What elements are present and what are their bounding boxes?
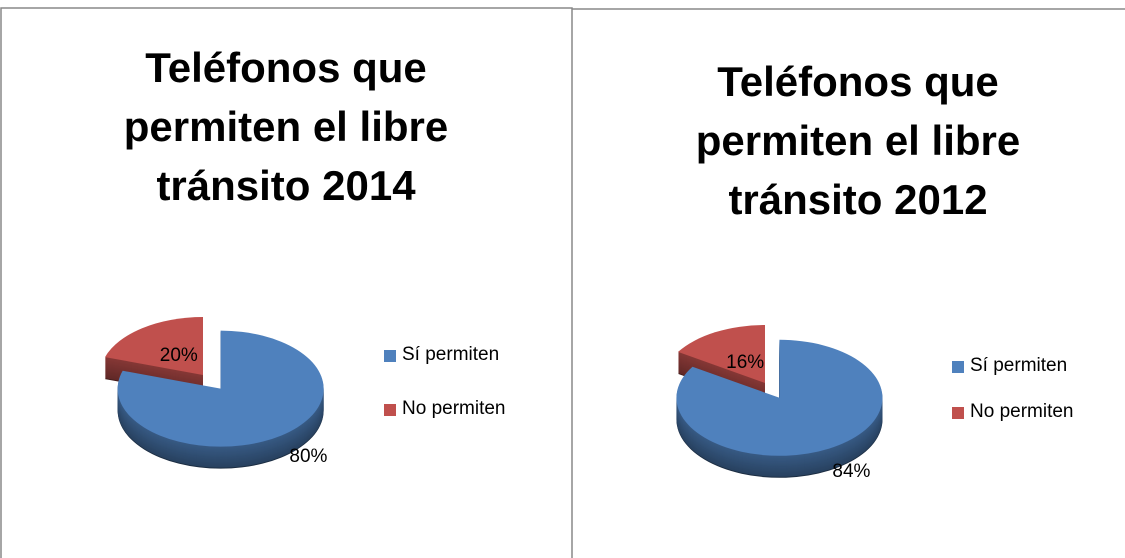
- legend-swatch: [952, 361, 964, 373]
- legend-swatch: [952, 407, 964, 419]
- chart-title: Teléfonos que permiten el libre tránsito…: [123, 44, 449, 209]
- data-label: 84%: [832, 460, 871, 482]
- slice: [678, 325, 765, 383]
- chart-title: Teléfonos que permiten el libre tránsito…: [695, 58, 1021, 223]
- slice: [676, 339, 883, 456]
- data-label: 16%: [726, 351, 765, 373]
- pie: [105, 317, 324, 469]
- panel-border: [0, 7, 573, 558]
- legend-label: No permiten: [402, 398, 506, 419]
- slice: [117, 330, 324, 447]
- legend-label: Sí permiten: [970, 355, 1068, 376]
- slice: [105, 317, 203, 375]
- legend-swatch: [384, 350, 396, 362]
- legend-label: No permiten: [970, 401, 1074, 422]
- legend-swatch: [384, 404, 396, 416]
- data-label: 80%: [289, 445, 328, 467]
- pie: [676, 325, 883, 478]
- legend-label: Sí permiten: [402, 344, 500, 365]
- data-label: 20%: [159, 345, 198, 367]
